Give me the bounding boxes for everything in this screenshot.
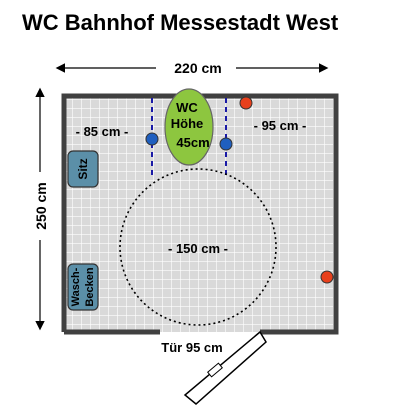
width-label: 220 cm <box>174 60 221 76</box>
height-label: 250 cm <box>33 182 49 229</box>
grab-bar-right-marker <box>219 137 233 151</box>
grab-bar-left-marker <box>145 132 159 146</box>
sink-label-line1: Wasch- <box>70 267 82 306</box>
turning-circle <box>119 168 277 326</box>
seat <box>67 150 99 188</box>
room-walls <box>61 93 339 335</box>
left-gap-label: - 85 cm - <box>76 124 129 139</box>
seat-label: Sitz <box>76 158 90 179</box>
toilet-label-line1: WC <box>176 100 198 115</box>
right-gap-label: - 95 cm - <box>254 118 307 133</box>
emergency-cord-marker <box>320 270 334 284</box>
toilet-label-line3: 45cm <box>176 135 209 150</box>
turning-circle-label: - 150 cm - <box>168 241 228 256</box>
page-title: WC Bahnhof Messestadt West <box>22 10 339 35</box>
toilet-label-line2: Höhe <box>171 116 204 131</box>
door-label: Tür 95 cm <box>161 340 222 355</box>
sink <box>67 263 99 311</box>
door <box>183 330 267 405</box>
emergency-button-marker <box>239 96 253 110</box>
sink-label-line2: Becken <box>84 267 96 306</box>
toilet <box>164 88 214 166</box>
